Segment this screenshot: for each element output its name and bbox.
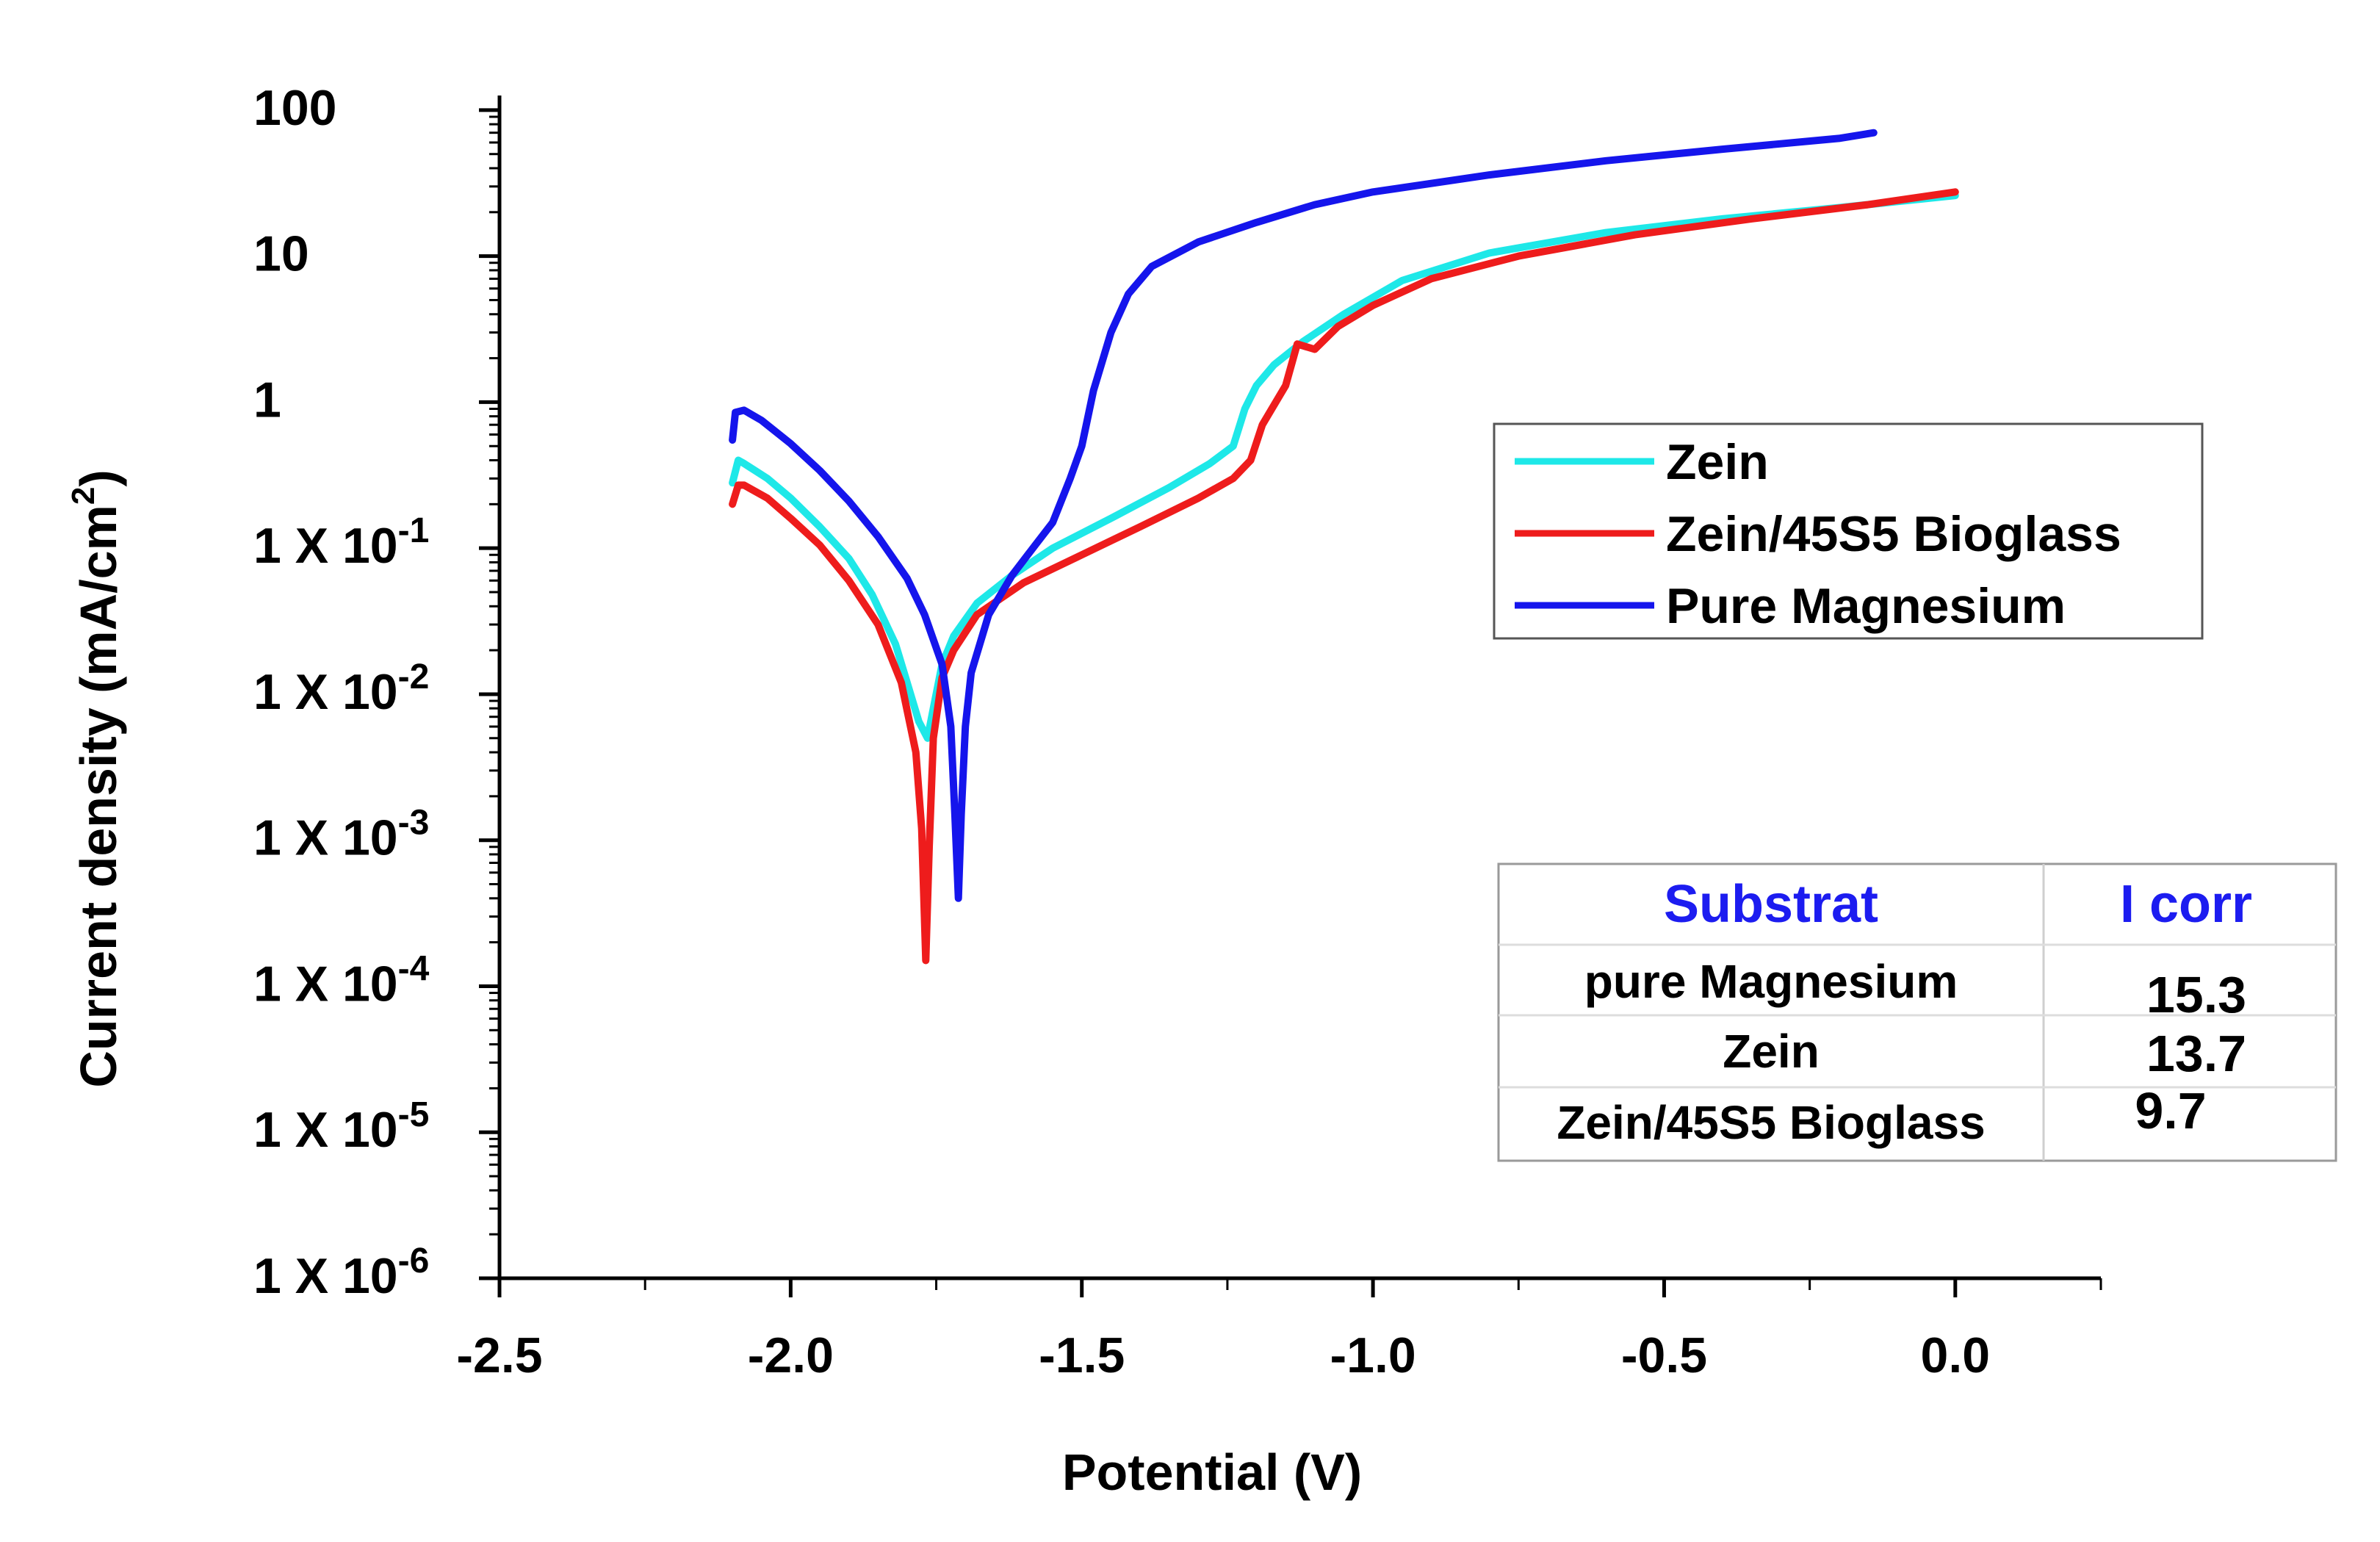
icorr-table: Substrat I corr pure Magnesium 15.3 Zein…: [1497, 862, 2337, 1162]
y-tick-label: 1 X 10-1: [253, 511, 429, 574]
y-axis-title-group: Current density (mA/cm2): [65, 469, 127, 1087]
y-tick-label-base: 1 X 10: [253, 810, 398, 866]
y-tick-label-base: 1 X 10: [253, 956, 398, 1012]
y-tick-label: 1 X 10-6: [253, 1242, 429, 1304]
y-tick-label: 1: [253, 372, 281, 428]
table-header-icorr: I corr: [2120, 875, 2252, 934]
x-tick-label: -2.0: [748, 1327, 834, 1383]
table-cell-substrat-3: Zein/45S5 Bioglass: [1557, 1096, 1985, 1149]
table-border: [1497, 862, 2337, 1162]
y-axis-title-sup: 2: [65, 487, 101, 505]
y-axis-title-close: ): [70, 469, 127, 486]
x-tick-label: 0.0: [1921, 1327, 1991, 1383]
y-tick-label-base: 1 X 10: [253, 1102, 398, 1158]
y-tick-label-base: 1 X 10: [253, 518, 398, 574]
table-cell-icorr-3: 9.7: [2135, 1082, 2206, 1139]
y-tick-label-exponent: -1: [398, 511, 430, 550]
y-tick-label: 10: [253, 226, 309, 282]
x-tick-label: -1.5: [1039, 1327, 1125, 1383]
y-axis-title-main: Current density (mA/cm: [70, 505, 127, 1087]
legend-label-zein: Zein: [1666, 434, 1769, 490]
y-axis-title: Current density (mA/cm2): [65, 469, 127, 1087]
y-tick-label-exponent: -2: [398, 657, 430, 696]
legend-label-zein-bioglass: Zein/45S5 Bioglass: [1666, 506, 2121, 562]
table-header-substrat: Substrat: [1664, 875, 1878, 934]
y-tick-label-exponent: -5: [398, 1095, 430, 1134]
y-tick-label: 100: [253, 80, 336, 136]
x-axis-title: Potential (V): [1062, 1444, 1362, 1501]
table-cell-substrat-1: pure Magnesium: [1584, 955, 1958, 1008]
x-tick-label: -0.5: [1621, 1327, 1707, 1383]
y-tick-label-exponent: -4: [398, 949, 430, 988]
table-cell-icorr-1: 15.3: [2146, 966, 2246, 1023]
y-tick-label-base: 1 X 10: [253, 664, 398, 720]
y-tick-label: 1 X 10-4: [253, 949, 430, 1012]
y-tick-label: 1 X 10-3: [253, 804, 429, 866]
legend: Zein Zein/45S5 Bioglass Pure Magnesium: [1493, 422, 2204, 640]
y-tick-label-exponent: -6: [398, 1242, 430, 1280]
table-cell-icorr-2: 13.7: [2146, 1025, 2246, 1082]
series-line-zein-bioglass: [729, 188, 1959, 965]
y-tick-label: 1 X 10-5: [253, 1095, 429, 1158]
series-line-pure-magnesium: [729, 129, 1878, 902]
x-tick-label: -1.0: [1330, 1327, 1416, 1383]
y-tick-label-base: 1 X 10: [253, 1248, 398, 1304]
legend-label-pure-magnesium: Pure Magnesium: [1666, 578, 2066, 634]
x-tick-label: -2.5: [456, 1327, 542, 1383]
y-tick-label: 1 X 10-2: [253, 657, 429, 720]
table-cell-substrat-2: Zein: [1723, 1025, 1820, 1078]
y-tick-label-exponent: -3: [398, 804, 430, 843]
series-lines: [729, 129, 1959, 965]
